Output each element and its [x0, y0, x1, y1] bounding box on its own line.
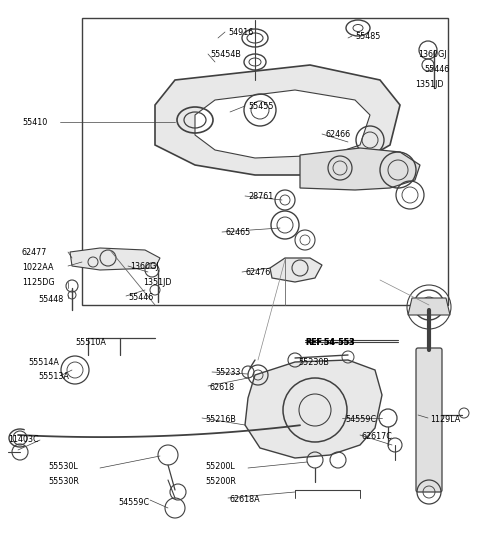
Text: 1360GJ: 1360GJ: [418, 50, 446, 59]
Text: 54559C: 54559C: [118, 498, 149, 507]
Polygon shape: [245, 360, 382, 458]
Text: 54916: 54916: [228, 28, 253, 37]
Text: 55233: 55233: [215, 368, 240, 377]
Text: 62477: 62477: [22, 248, 48, 257]
Text: 55530L: 55530L: [48, 462, 78, 471]
Polygon shape: [408, 298, 450, 315]
Text: 62617C: 62617C: [362, 432, 393, 441]
Text: 55513A: 55513A: [38, 372, 69, 381]
Text: REF.54-553: REF.54-553: [305, 338, 355, 347]
Text: 55530R: 55530R: [48, 477, 79, 486]
Polygon shape: [270, 258, 322, 282]
Text: 62466: 62466: [325, 130, 350, 139]
Text: 55448: 55448: [38, 295, 63, 304]
Text: 62476: 62476: [245, 268, 270, 277]
Text: 55455: 55455: [248, 102, 274, 111]
Text: 55510A: 55510A: [75, 338, 106, 347]
Text: 1125DG: 1125DG: [22, 278, 55, 287]
Text: 1351JD: 1351JD: [415, 80, 444, 89]
Text: 55410: 55410: [22, 118, 47, 127]
Text: 1022AA: 1022AA: [22, 263, 53, 272]
Text: 54559C: 54559C: [345, 415, 376, 424]
Text: 55446: 55446: [424, 65, 449, 74]
Text: 1360GJ: 1360GJ: [130, 262, 158, 271]
Text: 55216B: 55216B: [205, 415, 236, 424]
Text: 11403C: 11403C: [8, 435, 38, 444]
Text: 55514A: 55514A: [28, 358, 59, 367]
Text: 55230B: 55230B: [298, 358, 329, 367]
Text: 1351JD: 1351JD: [143, 278, 171, 287]
Text: 55200L: 55200L: [205, 462, 235, 471]
Polygon shape: [155, 65, 400, 175]
Text: 55446: 55446: [128, 293, 153, 302]
Text: 55200R: 55200R: [205, 477, 236, 486]
Text: 62618A: 62618A: [230, 495, 261, 504]
Text: 28761: 28761: [248, 192, 273, 201]
Text: 62465: 62465: [225, 228, 250, 237]
Text: 55454B: 55454B: [210, 50, 241, 59]
Text: REF.54-553: REF.54-553: [305, 338, 355, 347]
Text: 62618: 62618: [210, 383, 235, 392]
Text: 55485: 55485: [355, 32, 380, 41]
Polygon shape: [70, 248, 160, 270]
Polygon shape: [195, 90, 370, 158]
Text: 1129LA: 1129LA: [430, 415, 460, 424]
FancyBboxPatch shape: [416, 348, 442, 492]
Polygon shape: [300, 148, 420, 190]
